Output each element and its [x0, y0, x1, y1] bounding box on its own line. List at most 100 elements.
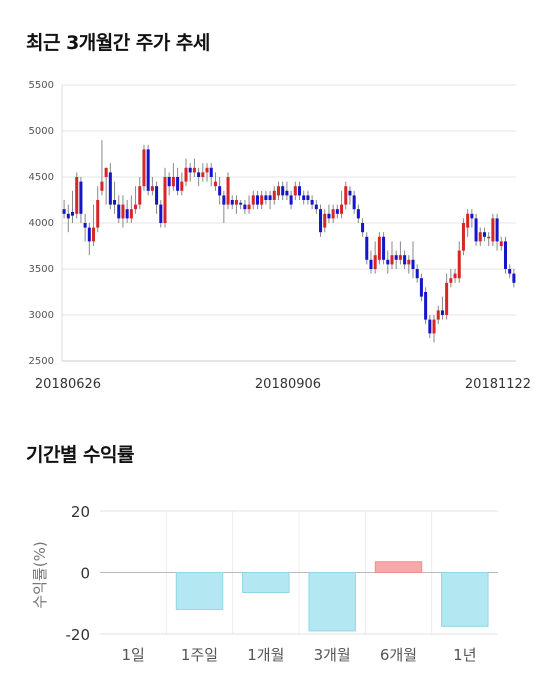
candle-body: [331, 209, 335, 219]
x-tick-label: 20180906: [255, 377, 321, 392]
candle-body: [306, 195, 310, 200]
candle-body: [432, 319, 436, 334]
candle-body: [499, 241, 503, 246]
candle-body: [62, 209, 66, 214]
candle-body: [478, 232, 482, 242]
candle-body: [436, 310, 440, 320]
candle-body: [129, 209, 133, 219]
candle-body: [310, 200, 314, 205]
candle-body: [104, 167, 108, 177]
y-tick-label: 5000: [29, 126, 54, 137]
candle-body: [92, 227, 96, 242]
candle-body: [453, 273, 457, 279]
candle-body: [138, 186, 142, 205]
candle-body: [108, 172, 112, 205]
candle-body: [134, 204, 138, 210]
candle-body: [247, 204, 251, 210]
y-tick-label: 2500: [29, 356, 54, 367]
category-label: 6개월: [380, 646, 417, 664]
candle-body: [176, 177, 180, 191]
x-tick-label: 20180626: [35, 377, 101, 392]
candle-body: [213, 181, 217, 187]
candle-body: [146, 149, 150, 191]
candle-body: [243, 204, 247, 210]
candle-body: [281, 186, 285, 196]
candle-body: [184, 167, 188, 182]
candle-body: [428, 319, 432, 334]
candle-body: [449, 278, 453, 283]
candle-body: [167, 177, 171, 187]
candle-body: [222, 195, 226, 205]
candle-body: [386, 259, 390, 265]
candle-body: [260, 195, 264, 205]
category-label: 1개월: [247, 646, 284, 664]
candle-body: [491, 218, 495, 242]
candle-body: [512, 273, 516, 283]
candle-body: [352, 195, 356, 210]
candle-body: [276, 186, 281, 196]
return-bar: [242, 572, 290, 593]
candle-body: [192, 167, 196, 173]
candle-body: [319, 209, 323, 233]
candle-body: [445, 282, 449, 315]
candle-body: [234, 200, 238, 205]
candle-body: [487, 236, 491, 239]
candle-body: [75, 177, 79, 214]
x-tick-label: 20181122: [465, 377, 531, 392]
candle-body: [495, 218, 499, 242]
candle-body: [340, 204, 344, 214]
candle-body: [323, 213, 327, 228]
candle-body: [457, 250, 461, 279]
candle-body: [314, 204, 318, 210]
candle-body: [239, 202, 243, 205]
candle-body: [474, 218, 478, 242]
candle-body: [503, 241, 508, 269]
candle-body: [70, 211, 75, 216]
candle-body: [348, 190, 352, 196]
candle-chart-title: 최근 3개월간 주가 추세: [26, 32, 210, 54]
category-label: 1일: [121, 646, 144, 664]
candle-body: [197, 172, 201, 177]
y-tick-label: 3000: [29, 310, 54, 321]
return-bar: [441, 572, 489, 627]
candle-body: [482, 232, 486, 237]
candle-body: [398, 255, 402, 260]
candle-body: [218, 186, 222, 196]
candle-body: [415, 269, 419, 279]
candle-body: [66, 213, 70, 219]
candle-body: [209, 167, 213, 177]
y-tick-label: 0: [80, 565, 90, 583]
candle-body: [403, 255, 407, 265]
candle-body: [255, 195, 259, 205]
candle-body: [159, 204, 163, 223]
candle-body: [344, 186, 348, 205]
candle-body: [163, 177, 167, 223]
y-tick-label: 3500: [29, 264, 54, 275]
y-tick-label: 5500: [29, 80, 54, 91]
candle-body: [373, 255, 377, 269]
candle-body: [142, 149, 146, 187]
candle-body: [361, 223, 365, 233]
candle-body: [83, 223, 87, 228]
candle-body: [272, 190, 276, 200]
candle-body: [327, 213, 331, 219]
candle-body: [113, 200, 117, 205]
candle-body: [79, 181, 83, 214]
candle-body: [365, 236, 369, 260]
return-bar: [374, 561, 423, 573]
candle-body: [394, 255, 398, 260]
candle-body: [121, 204, 125, 219]
candle-body: [377, 236, 381, 260]
candle-body: [466, 213, 470, 228]
candle-body: [356, 209, 360, 219]
candle-body: [155, 186, 159, 205]
candle-body: [188, 167, 192, 173]
candle-body: [264, 195, 268, 200]
returns-chart-title: 기간별 수익률: [26, 444, 135, 466]
candle-body: [369, 259, 373, 269]
candle-body: [390, 255, 394, 265]
candle-body: [100, 181, 104, 191]
candle-body: [302, 195, 306, 200]
category-label: 1년: [453, 646, 476, 664]
